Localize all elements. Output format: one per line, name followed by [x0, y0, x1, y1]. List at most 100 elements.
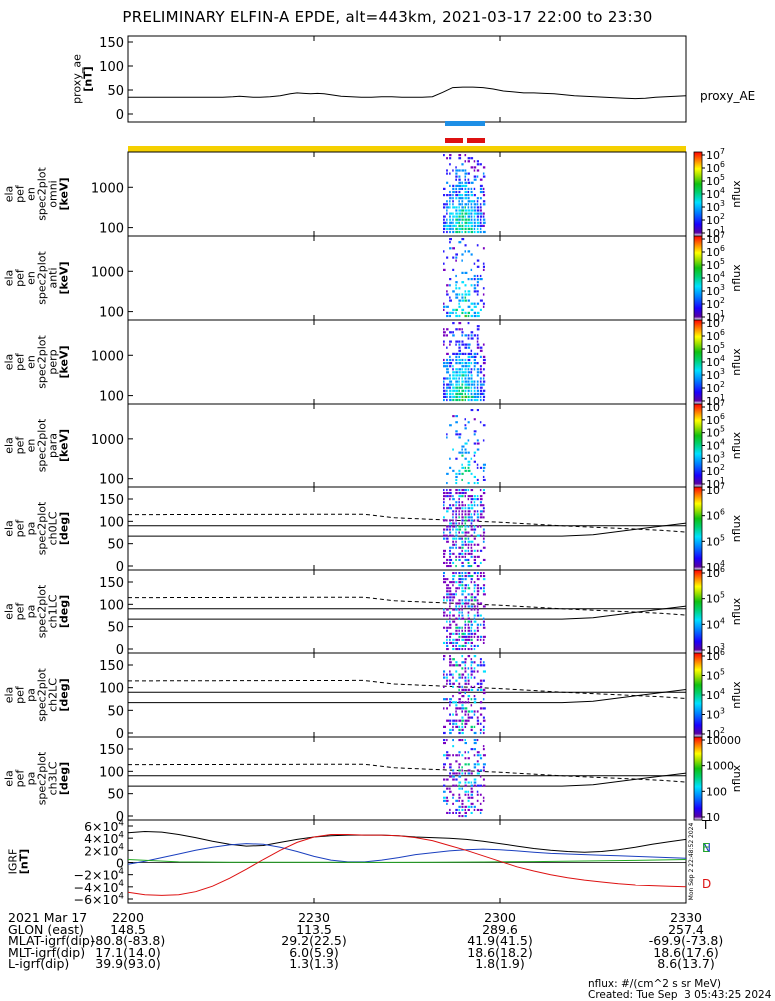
spectrogram-pixel [449, 212, 453, 215]
panel-frame [127, 569, 687, 654]
spectrogram-pixel [449, 605, 451, 608]
spectrogram-pixel [467, 209, 471, 212]
spectrogram-pixel [446, 209, 448, 212]
spectrogram-pixel [458, 322, 462, 325]
colorbar-tick-label: 106 [706, 412, 725, 427]
spectrogram-pixel [476, 334, 479, 337]
panel-frame [127, 819, 687, 904]
spectrogram-pixel [446, 362, 449, 365]
spectrogram-pixel [455, 626, 459, 629]
spectrogram-pixel [473, 763, 477, 766]
spectrogram-pixel [476, 611, 479, 614]
spectrogram-pixel [464, 395, 468, 398]
spectrogram-pixel [452, 754, 454, 757]
spectrogram-pixel [464, 772, 466, 775]
spectrogram-pixel [446, 305, 449, 308]
spectrogram-pixel [479, 510, 483, 513]
spectrogram-pixel [455, 710, 457, 713]
spectrogram-pixel [479, 383, 483, 386]
y-tick-label: 50 [107, 84, 124, 99]
spectrogram-pixel [464, 215, 467, 218]
spectrogram-pixel [458, 513, 460, 516]
spectrogram-pixel [461, 197, 464, 200]
spectrogram-pixel [473, 504, 476, 507]
spectrogram-pixel [467, 667, 470, 670]
spectrogram-pixel [473, 608, 476, 611]
spectrogram-pixel [473, 475, 476, 478]
colorbar-tick-label: 107 [706, 315, 725, 330]
spectrogram-pixel [473, 160, 476, 163]
spectrogram-pixel [458, 358, 461, 362]
spectrogram-pixel [470, 710, 474, 713]
spectrogram-pixel [443, 534, 446, 537]
spectrogram-pixel [461, 340, 464, 343]
spectrogram-pixel [458, 531, 460, 534]
spectrogram-pixel [452, 371, 455, 374]
spectrogram-pixel [458, 555, 461, 558]
spectrogram-pixel [464, 572, 467, 575]
spectrogram-pixel [476, 682, 480, 685]
spectrogram-pixel [461, 513, 463, 516]
spectrogram-pixel [452, 365, 454, 368]
spectrogram-pixel [464, 175, 467, 178]
spectrogram-pixel [461, 638, 465, 641]
spectrogram-pixel [452, 206, 456, 209]
spectrogram-pixel [455, 415, 458, 418]
spectrogram-pixel [464, 742, 467, 745]
spectrogram-pixel [476, 197, 479, 200]
spectrogram-pixel [458, 175, 461, 178]
spectrogram-pixel [470, 495, 473, 498]
spectrogram-pixel [467, 805, 471, 808]
spectrogram-pixel [482, 287, 485, 290]
spectrogram-pixel [443, 504, 445, 507]
spectrogram-pixel [479, 224, 483, 227]
spectrogram-pixel [476, 392, 480, 395]
spectrogram-pixel [482, 578, 486, 581]
spectrogram-pixel [458, 754, 460, 757]
spectrogram-pixel [479, 215, 483, 218]
spectrogram-pixel [479, 575, 482, 578]
spectrogram-pixel [473, 302, 476, 305]
colorbar-tick-label: 105 [706, 425, 725, 440]
spectrogram-pixel [464, 784, 467, 787]
spectrogram-pixel [473, 284, 476, 287]
spectrogram-pixel [446, 392, 448, 395]
spectrogram-pixel [464, 466, 466, 469]
y-tick-label: 0 [116, 856, 124, 871]
spectrogram-pixel [464, 584, 467, 587]
spectrogram-pixel [470, 221, 473, 224]
spectrogram-pixel [464, 719, 468, 722]
spectrogram-pixel [476, 218, 479, 221]
spectrogram-pixel [455, 492, 458, 495]
spectrogram-pixel [446, 629, 448, 632]
footer-ephemeris: 2021 Mar 17 2200 2230 2300 2330 GLON (east) 14… [0, 908, 775, 1000]
spectrogram-pixel [449, 492, 452, 495]
spectrogram-pixel [482, 380, 486, 383]
spectrogram-pixel [470, 392, 473, 395]
igrf-N-line [127, 843, 687, 865]
spectrogram-pixel [461, 587, 464, 590]
spectrogram-pixel [467, 549, 470, 552]
spectrogram-pixel [455, 172, 458, 175]
panel-perp: 1000100elapefenspec2plotperp[keV]1071061… [3, 315, 744, 408]
colorbar-label: nflux [730, 264, 743, 292]
colorbar-tick-label: 104 [706, 687, 725, 702]
spectrogram-pixel [458, 664, 462, 667]
spectrogram-pixel [461, 398, 464, 402]
spectrogram-pixel [461, 815, 464, 818]
spectrogram-pixel [452, 256, 455, 259]
spectrogram-pixel [443, 305, 446, 308]
spectrogram-pixel [455, 209, 458, 212]
spectrogram-pixel [449, 670, 451, 673]
spectrogram-pixel [470, 268, 473, 271]
spectrogram-pixel [455, 395, 458, 398]
spectrogram-pixel [479, 722, 482, 725]
spectrogram-pixel [482, 262, 485, 265]
spectrogram-pixel [473, 389, 476, 392]
spectrogram-pixel [479, 775, 482, 778]
spectrogram-pixel [458, 644, 461, 647]
spectrogram-pixel [443, 331, 446, 334]
spectrogram-pixel [473, 558, 476, 561]
